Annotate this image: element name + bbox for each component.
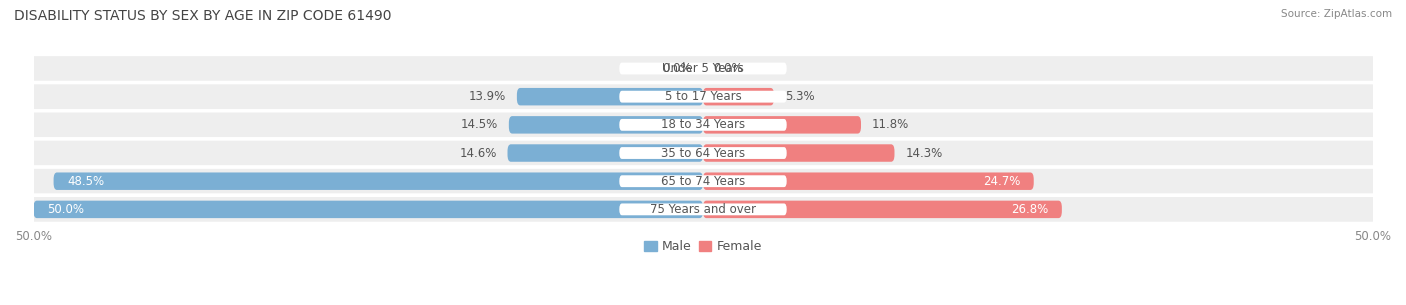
FancyBboxPatch shape: [508, 144, 703, 162]
Text: 13.9%: 13.9%: [470, 90, 506, 103]
FancyBboxPatch shape: [619, 147, 787, 159]
Text: 48.5%: 48.5%: [67, 175, 104, 188]
Text: Under 5 Years: Under 5 Years: [662, 62, 744, 75]
Text: 65 to 74 Years: 65 to 74 Years: [661, 175, 745, 188]
FancyBboxPatch shape: [27, 111, 1379, 139]
FancyBboxPatch shape: [619, 203, 787, 215]
Text: 14.5%: 14.5%: [461, 118, 498, 131]
Text: 14.6%: 14.6%: [460, 146, 496, 160]
Text: 35 to 64 Years: 35 to 64 Years: [661, 146, 745, 160]
FancyBboxPatch shape: [27, 54, 1379, 83]
FancyBboxPatch shape: [703, 88, 773, 106]
FancyBboxPatch shape: [703, 172, 1033, 190]
FancyBboxPatch shape: [619, 91, 787, 102]
FancyBboxPatch shape: [27, 83, 1379, 111]
FancyBboxPatch shape: [27, 195, 1379, 224]
FancyBboxPatch shape: [619, 119, 787, 131]
Text: 26.8%: 26.8%: [1011, 203, 1049, 216]
Text: 0.0%: 0.0%: [662, 62, 692, 75]
Text: DISABILITY STATUS BY SEX BY AGE IN ZIP CODE 61490: DISABILITY STATUS BY SEX BY AGE IN ZIP C…: [14, 9, 391, 23]
Text: 11.8%: 11.8%: [872, 118, 908, 131]
FancyBboxPatch shape: [34, 201, 703, 218]
Text: 0.0%: 0.0%: [714, 62, 744, 75]
FancyBboxPatch shape: [27, 139, 1379, 167]
Text: Source: ZipAtlas.com: Source: ZipAtlas.com: [1281, 9, 1392, 19]
Text: 14.3%: 14.3%: [905, 146, 942, 160]
Legend: Male, Female: Male, Female: [640, 235, 766, 258]
FancyBboxPatch shape: [703, 116, 860, 134]
Text: 18 to 34 Years: 18 to 34 Years: [661, 118, 745, 131]
Text: 50.0%: 50.0%: [46, 203, 84, 216]
FancyBboxPatch shape: [703, 144, 894, 162]
FancyBboxPatch shape: [53, 172, 703, 190]
FancyBboxPatch shape: [509, 116, 703, 134]
Text: 5 to 17 Years: 5 to 17 Years: [665, 90, 741, 103]
Text: 5.3%: 5.3%: [785, 90, 814, 103]
Text: 24.7%: 24.7%: [983, 175, 1021, 188]
FancyBboxPatch shape: [619, 63, 787, 74]
Text: 75 Years and over: 75 Years and over: [650, 203, 756, 216]
FancyBboxPatch shape: [27, 167, 1379, 195]
FancyBboxPatch shape: [517, 88, 703, 106]
FancyBboxPatch shape: [703, 201, 1062, 218]
FancyBboxPatch shape: [619, 175, 787, 187]
